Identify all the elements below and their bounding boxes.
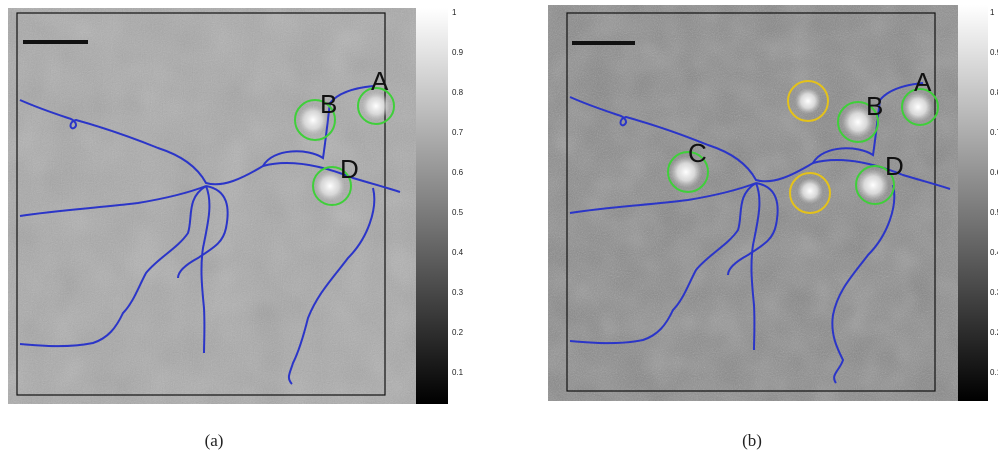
panel-b-colorbar <box>958 5 988 401</box>
panel-b-cb-tick: 0.9 <box>990 48 998 57</box>
panel-b-cb-tick: 1 <box>990 8 995 17</box>
panel-b-site-a-circle <box>901 88 939 126</box>
panel-b-cb-tick: 0.1 <box>990 368 998 377</box>
panel-b-cb-tick: 0.3 <box>990 288 998 297</box>
panel-b-yellow-circle <box>787 80 829 122</box>
panel-b-site-d-circle <box>855 165 895 205</box>
panel-a-cb-tick: 0.1 <box>452 368 464 377</box>
panel-a-cb-tick: 0.5 <box>452 208 464 217</box>
panel-a-scale-bar <box>23 40 88 44</box>
panel-b-map: A B C D <box>548 5 958 401</box>
panel-a-river-network <box>19 85 401 385</box>
panel-a-markers <box>294 87 395 206</box>
panel-a: A B D 1 0.9 0.8 0.7 0.6 0.5 0.4 0.3 0.2 … <box>8 8 463 408</box>
panel-b-cb-tick: 0.2 <box>990 328 998 337</box>
panel-a-colorbar <box>416 8 448 404</box>
panel-a-site-d-circle <box>312 166 352 206</box>
panel-b-cb-tick: 0.7 <box>990 128 998 137</box>
panel-b-scale-bar <box>572 41 635 45</box>
panel-a-cb-tick: 0.6 <box>452 168 464 177</box>
panel-a-site-b-circle <box>294 99 336 141</box>
panel-a-cb-tick: 0.2 <box>452 328 464 337</box>
panel-b-label-b: B <box>866 91 883 121</box>
panel-b-markers-yellow <box>787 80 831 214</box>
panel-a-label-d: D <box>340 154 359 184</box>
panel-b-cb-tick: 0.8 <box>990 88 998 97</box>
panel-b-label-a: A <box>914 67 932 97</box>
panel-b-image: A B C D <box>548 5 958 401</box>
panel-a-frame <box>16 12 386 396</box>
panel-a-label-b: B <box>320 89 337 119</box>
panel-b-colorbar-ticks: 1 0.9 0.8 0.7 0.6 0.5 0.4 0.3 0.2 0.1 <box>548 5 998 405</box>
panel-a-map: A B D <box>8 8 416 404</box>
panel-a-cb-tick: 1 <box>452 8 457 17</box>
panel-a-cb-tick: 0.9 <box>452 48 464 57</box>
panel-b-label-d: D <box>885 151 904 181</box>
panel-b-frame <box>566 12 936 392</box>
panel-a-caption: (a) <box>204 431 224 450</box>
panel-b-cb-tick: 0.4 <box>990 248 998 257</box>
panel-a-cb-tick: 0.4 <box>452 248 464 257</box>
panel-b-site-c-circle <box>667 151 709 193</box>
panel-a-cb-tick: 0.8 <box>452 88 464 97</box>
panel-a-label-a: A <box>371 66 389 96</box>
panel-b-cb-tick: 0.6 <box>990 168 998 177</box>
panel-b-yellow-circle <box>789 172 831 214</box>
panel-b-cb-tick: 0.5 <box>990 208 998 217</box>
panel-b-label-c: C <box>688 138 707 168</box>
panel-b: A B C D 1 0.9 0.8 0.7 0.6 0.5 0.4 0.3 0.… <box>548 5 998 405</box>
panel-a-cb-tick: 0.3 <box>452 288 464 297</box>
panel-a-site-a-circle <box>357 87 395 125</box>
panel-a-image: A B D <box>8 8 416 404</box>
panel-b-site-b-circle <box>837 101 879 143</box>
panel-b-markers-green <box>667 88 939 205</box>
panel-b-caption: (b) <box>742 431 762 450</box>
panel-a-cb-tick: 0.7 <box>452 128 464 137</box>
